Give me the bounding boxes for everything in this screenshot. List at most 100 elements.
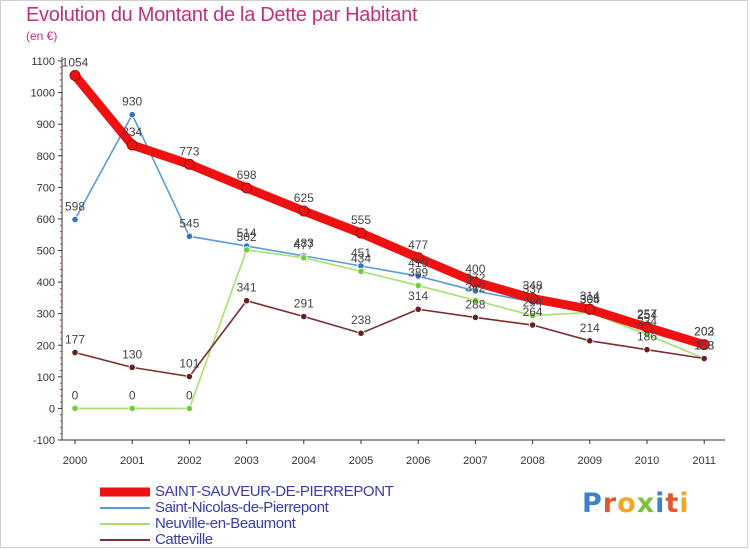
data-label: 477 bbox=[294, 238, 314, 252]
y-minor-tick bbox=[60, 395, 62, 397]
series-point bbox=[300, 254, 308, 262]
y-minor-tick bbox=[60, 243, 62, 245]
series-point bbox=[355, 227, 367, 239]
y-minor-tick bbox=[60, 136, 62, 138]
chart-subtitle: (en €) bbox=[26, 29, 58, 43]
series-point bbox=[471, 287, 479, 295]
series-point bbox=[471, 296, 479, 305]
legend-label: Catteville bbox=[155, 531, 213, 548]
series-point bbox=[241, 182, 253, 194]
series-point bbox=[128, 404, 136, 413]
data-label: 203 bbox=[694, 324, 714, 338]
data-label: 598 bbox=[65, 200, 85, 214]
y-minor-tick bbox=[60, 199, 62, 201]
data-label: 0 bbox=[129, 388, 136, 402]
data-label: 400 bbox=[465, 262, 485, 276]
y-minor-tick bbox=[60, 193, 62, 195]
y-tick-label: 300 bbox=[37, 309, 55, 321]
y-minor-tick bbox=[60, 420, 62, 422]
proxiti-logo: Proxiti bbox=[582, 488, 690, 519]
series-point bbox=[414, 305, 422, 313]
y-tick-label: 800 bbox=[37, 151, 55, 163]
x-tick-label: 2006 bbox=[406, 455, 430, 467]
y-tick-label: 0 bbox=[49, 403, 55, 415]
data-label: 1054 bbox=[62, 56, 89, 70]
x-tick-label: 2008 bbox=[520, 455, 544, 467]
data-label: 0 bbox=[186, 388, 193, 402]
x-tick-label: 2001 bbox=[120, 455, 144, 467]
y-minor-tick bbox=[60, 268, 62, 270]
data-label: 625 bbox=[294, 191, 314, 205]
series-point bbox=[185, 232, 193, 240]
y-minor-tick bbox=[60, 287, 62, 289]
data-label: 451 bbox=[351, 246, 371, 260]
legend-label: SAINT-SAUVEUR-DE-PIERREPONT bbox=[155, 483, 394, 500]
y-tick-label: 1000 bbox=[31, 88, 55, 100]
y-minor-tick bbox=[60, 370, 62, 372]
y-minor-tick bbox=[60, 129, 62, 131]
series-point bbox=[641, 321, 653, 333]
y-tick-label: -100 bbox=[33, 435, 55, 447]
data-label: 341 bbox=[237, 281, 257, 295]
data-label: 0 bbox=[72, 388, 79, 402]
y-minor-tick bbox=[60, 224, 62, 226]
data-label: 177 bbox=[65, 333, 85, 347]
x-tick-label: 2000 bbox=[63, 455, 87, 467]
data-label: 348 bbox=[523, 279, 543, 293]
x-tick-label: 2009 bbox=[578, 455, 602, 467]
legend-swatch bbox=[100, 487, 150, 497]
y-minor-tick bbox=[60, 98, 62, 100]
y-minor-tick bbox=[60, 66, 62, 68]
series-point bbox=[71, 404, 79, 413]
series-point bbox=[528, 311, 537, 320]
data-label: 514 bbox=[237, 226, 257, 240]
data-label: 294 bbox=[523, 296, 543, 310]
y-minor-tick bbox=[60, 363, 62, 365]
data-label: 130 bbox=[122, 347, 142, 361]
y-minor-tick bbox=[60, 148, 62, 150]
y-minor-tick bbox=[60, 332, 62, 334]
legend-swatch bbox=[100, 523, 150, 525]
series-point bbox=[414, 281, 422, 290]
x-tick-label: 2010 bbox=[635, 455, 659, 467]
data-label: 545 bbox=[179, 216, 199, 230]
y-minor-tick bbox=[60, 275, 62, 277]
series-point bbox=[469, 276, 481, 288]
y-minor-tick bbox=[60, 73, 62, 75]
y-minor-tick bbox=[60, 142, 62, 144]
series-point bbox=[243, 297, 251, 305]
y-minor-tick bbox=[60, 174, 62, 176]
data-label: 477 bbox=[408, 238, 428, 252]
series-point bbox=[126, 139, 138, 151]
y-minor-tick bbox=[60, 262, 62, 264]
data-label: 234 bbox=[637, 315, 657, 329]
data-label: 202 bbox=[694, 325, 714, 339]
y-minor-tick bbox=[60, 414, 62, 416]
y-tick-label: 200 bbox=[37, 340, 55, 352]
y-minor-tick bbox=[60, 433, 62, 435]
y-minor-tick bbox=[60, 351, 62, 353]
y-minor-tick bbox=[60, 111, 62, 113]
y-minor-tick bbox=[60, 401, 62, 403]
y-tick-label: 100 bbox=[37, 372, 55, 384]
data-label: 158 bbox=[694, 339, 714, 353]
y-minor-tick bbox=[60, 325, 62, 327]
series-point bbox=[183, 158, 195, 170]
series-point bbox=[243, 246, 251, 254]
series-point bbox=[71, 215, 79, 224]
series-point bbox=[527, 293, 539, 305]
data-label: 342 bbox=[465, 280, 485, 294]
series-point bbox=[185, 372, 193, 381]
series-point bbox=[700, 354, 708, 363]
x-tick-label: 2002 bbox=[177, 455, 201, 467]
legend-label: Saint-Nicolas-de-Pierrepont bbox=[155, 499, 329, 516]
line-chart: -100010020030040050060070080090010001100… bbox=[31, 56, 725, 467]
y-tick-label: 900 bbox=[37, 119, 55, 131]
y-minor-tick bbox=[60, 85, 62, 87]
y-minor-tick bbox=[60, 319, 62, 321]
series-point bbox=[300, 312, 308, 321]
x-tick-label: 2011 bbox=[692, 455, 716, 467]
x-tick-label: 2005 bbox=[349, 455, 373, 467]
data-label: 834 bbox=[122, 125, 142, 139]
